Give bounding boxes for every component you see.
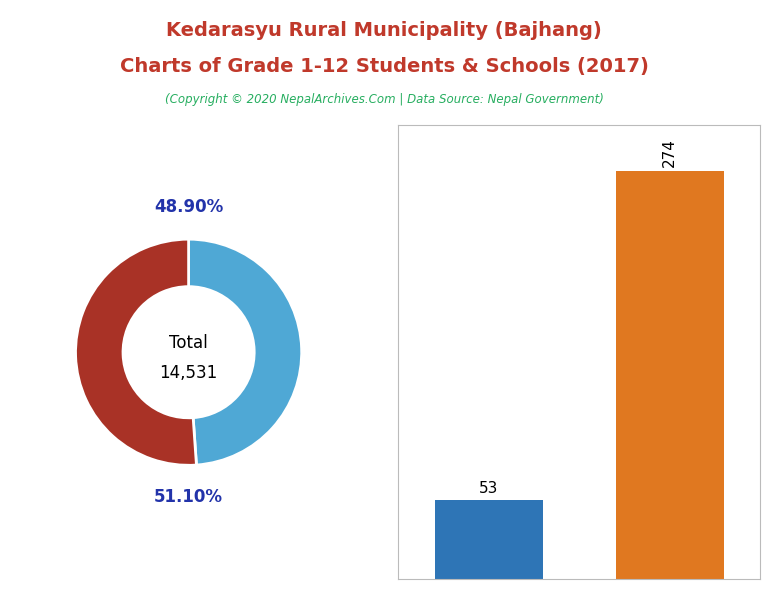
Wedge shape <box>75 239 197 465</box>
Bar <box>616 171 724 579</box>
Text: (Copyright © 2020 NepalArchives.Com | Data Source: Nepal Government): (Copyright © 2020 NepalArchives.Com | Da… <box>164 93 604 106</box>
Text: Kedarasyu Rural Municipality (Bajhang): Kedarasyu Rural Municipality (Bajhang) <box>166 21 602 40</box>
Text: Charts of Grade 1-12 Students & Schools (2017): Charts of Grade 1-12 Students & Schools … <box>120 57 648 76</box>
Text: 53: 53 <box>479 481 498 496</box>
Text: 51.10%: 51.10% <box>154 488 223 506</box>
Bar <box>435 500 543 579</box>
Text: Total: Total <box>169 334 208 352</box>
Text: 274: 274 <box>662 138 677 167</box>
Text: 14,531: 14,531 <box>160 364 218 381</box>
Wedge shape <box>189 239 302 465</box>
Text: 48.90%: 48.90% <box>154 198 223 217</box>
